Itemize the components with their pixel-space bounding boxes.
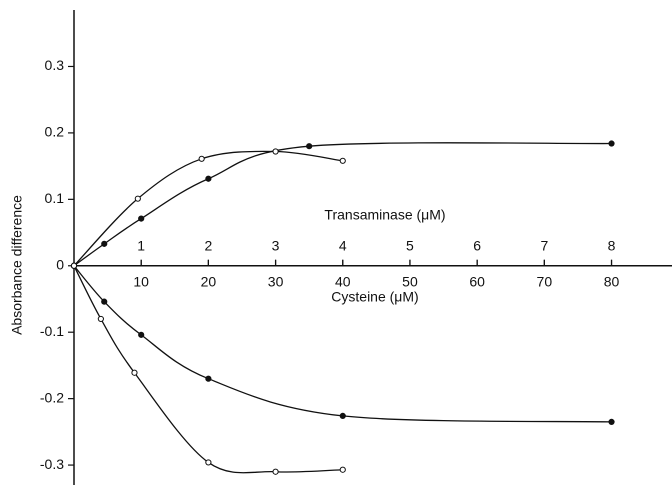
data-point: [205, 175, 212, 182]
x-tick-label: 50: [402, 273, 418, 289]
y-axis-label: Absorbance difference: [9, 195, 25, 335]
data-point: [339, 157, 346, 164]
line-curve: [73, 265, 343, 474]
x-tick-label: 30: [268, 273, 284, 289]
data-point: [608, 418, 615, 425]
x2-tick-label: 8: [608, 237, 616, 253]
data-point: [272, 148, 279, 155]
x-tick-label: 60: [469, 273, 485, 289]
x-tick-label: 20: [201, 273, 217, 289]
x-tick-label: 40: [335, 273, 351, 289]
y-tick-label: 0.1: [45, 190, 65, 206]
y-tick-label: 0.2: [45, 124, 65, 140]
data-point: [97, 315, 104, 323]
data-point: [339, 466, 346, 473]
y-tick-label: -0.2: [40, 389, 64, 405]
data-point: [138, 331, 145, 338]
x2-tick-label: 7: [540, 237, 548, 253]
data-point: [138, 215, 145, 222]
x-tick-label: 70: [537, 273, 553, 289]
x-tick-label: 10: [133, 273, 149, 289]
data-point: [101, 298, 108, 305]
x2-tick-label: 2: [204, 237, 212, 253]
data-point: [339, 412, 346, 420]
data-point: [306, 143, 313, 150]
x2-tick-label: 4: [339, 237, 347, 253]
data-point: [134, 195, 141, 202]
x2-tick-label: 6: [473, 237, 481, 253]
data-point: [608, 140, 615, 147]
x2-tick-label: 1: [137, 237, 145, 253]
data-point: [70, 262, 78, 269]
data-point: [101, 240, 108, 247]
x-axis-label: Cysteine (μM): [331, 289, 418, 305]
x2-tick-label: 5: [406, 237, 414, 253]
x2-axis-label: Transaminase (μM): [324, 207, 445, 223]
data-point: [198, 155, 205, 162]
x-tick-label: 80: [604, 273, 620, 289]
data-point: [272, 468, 279, 475]
x2-tick-label: 3: [272, 237, 280, 253]
y-tick-label: -0.3: [40, 456, 64, 472]
data-point: [131, 369, 138, 376]
y-tick-label: -0.1: [40, 323, 64, 339]
data-point: [205, 459, 212, 466]
data-point: [205, 375, 212, 382]
y-tick-label: 0: [56, 256, 64, 272]
y-tick-label: 0.3: [45, 57, 65, 73]
